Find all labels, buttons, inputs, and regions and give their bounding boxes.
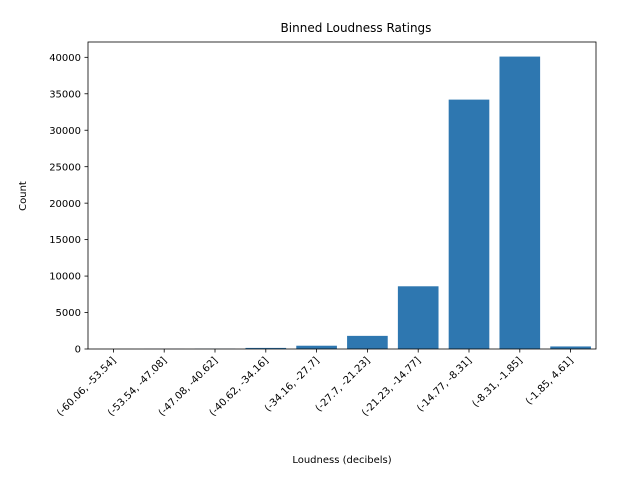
bar bbox=[296, 345, 337, 349]
x-tick-label: (-8.31, -1.85] bbox=[471, 355, 525, 409]
y-tick-label: 20000 bbox=[49, 199, 81, 210]
y-axis: 0 5000 10000 15000 20000 25000 30000 35000 40000 bbox=[49, 53, 88, 356]
plot-frame bbox=[87, 41, 597, 350]
y-tick-label: 5000 bbox=[56, 308, 81, 319]
x-tick-label: (-14.77, -8.31] bbox=[415, 355, 474, 414]
x-tick-label: (-27.7, -21.23] bbox=[314, 355, 373, 414]
x-axis-label: Loudness (decibels) bbox=[292, 455, 391, 466]
y-tick-label: 25000 bbox=[49, 162, 81, 173]
bars-group bbox=[93, 56, 591, 349]
y-tick-label: 30000 bbox=[49, 126, 81, 137]
x-tick-label: (-1.85, 4.61] bbox=[524, 355, 576, 407]
x-axis: (-60.06, -53.54](-53.54, -47.08](-47.08,… bbox=[55, 349, 576, 419]
bar bbox=[245, 347, 287, 349]
y-tick-label: 35000 bbox=[49, 89, 81, 100]
y-tick-label: 10000 bbox=[49, 272, 81, 283]
bar bbox=[347, 335, 388, 349]
y-tick-label: 15000 bbox=[49, 235, 81, 246]
x-tick-label: (-34.16, -27.7] bbox=[263, 355, 322, 414]
y-axis-label: Count bbox=[18, 181, 29, 211]
bar bbox=[397, 286, 439, 349]
y-tick-label: 0 bbox=[75, 345, 81, 356]
y-tick-label: 40000 bbox=[49, 53, 81, 64]
chart-title: Binned Loudness Ratings bbox=[281, 21, 432, 35]
bar bbox=[499, 56, 541, 349]
bar bbox=[448, 99, 490, 349]
bar bbox=[550, 346, 591, 349]
